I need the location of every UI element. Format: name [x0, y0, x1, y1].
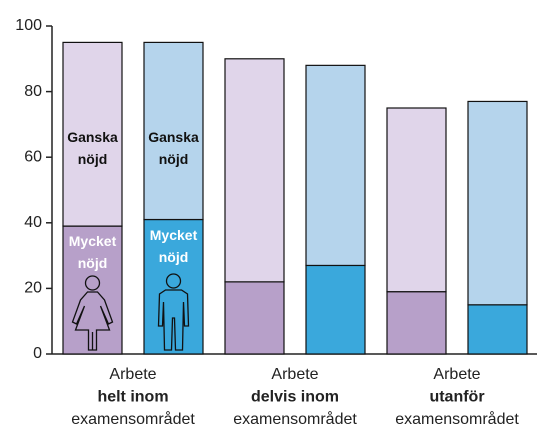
- bar-segment: [305, 264, 366, 355]
- y-tick-label: 20: [24, 280, 42, 297]
- bar-segment: [305, 64, 366, 267]
- man-icon-body: [157, 289, 190, 351]
- bar-segment: [143, 218, 204, 355]
- y-tick-label: 100: [15, 17, 42, 34]
- x-tick-label: helt inom: [97, 389, 168, 406]
- bar-segment: [224, 58, 285, 283]
- x-tick-label: utanför: [429, 389, 484, 406]
- man-icon-head: [165, 273, 182, 289]
- x-tick-label: examensområdet: [71, 410, 195, 428]
- x-tick-label: delvis inom: [251, 389, 339, 406]
- bar-segment: [62, 41, 123, 227]
- bar-segment: [143, 41, 204, 221]
- bar-segment: [386, 107, 447, 293]
- y-tick-label: 60: [24, 148, 42, 165]
- segment-label: Ganska nöjd: [148, 129, 199, 168]
- y-tick-label: 80: [24, 83, 42, 100]
- woman-icon-head: [84, 275, 101, 291]
- segment-label: Ganska nöjd: [67, 129, 118, 168]
- woman-icon-body: [71, 291, 114, 351]
- segment-label: Mycket nöjd: [68, 233, 117, 272]
- segment-label: Mycket nöjd: [149, 226, 198, 265]
- icons: [71, 273, 190, 351]
- bar-segment: [467, 304, 528, 355]
- bar-segment: [224, 281, 285, 355]
- x-tick-label: examensområdet: [395, 410, 519, 428]
- x-tick-label: Arbete: [109, 366, 156, 383]
- x-tick-label: Arbete: [433, 366, 480, 383]
- x-tick-label: examensområdet: [233, 410, 357, 428]
- y-tick-label: 0: [33, 345, 42, 362]
- bar-segment: [386, 291, 447, 355]
- bar-segment: [467, 100, 528, 306]
- x-tick-label: Arbete: [271, 366, 318, 383]
- y-tick-label: 40: [24, 214, 42, 231]
